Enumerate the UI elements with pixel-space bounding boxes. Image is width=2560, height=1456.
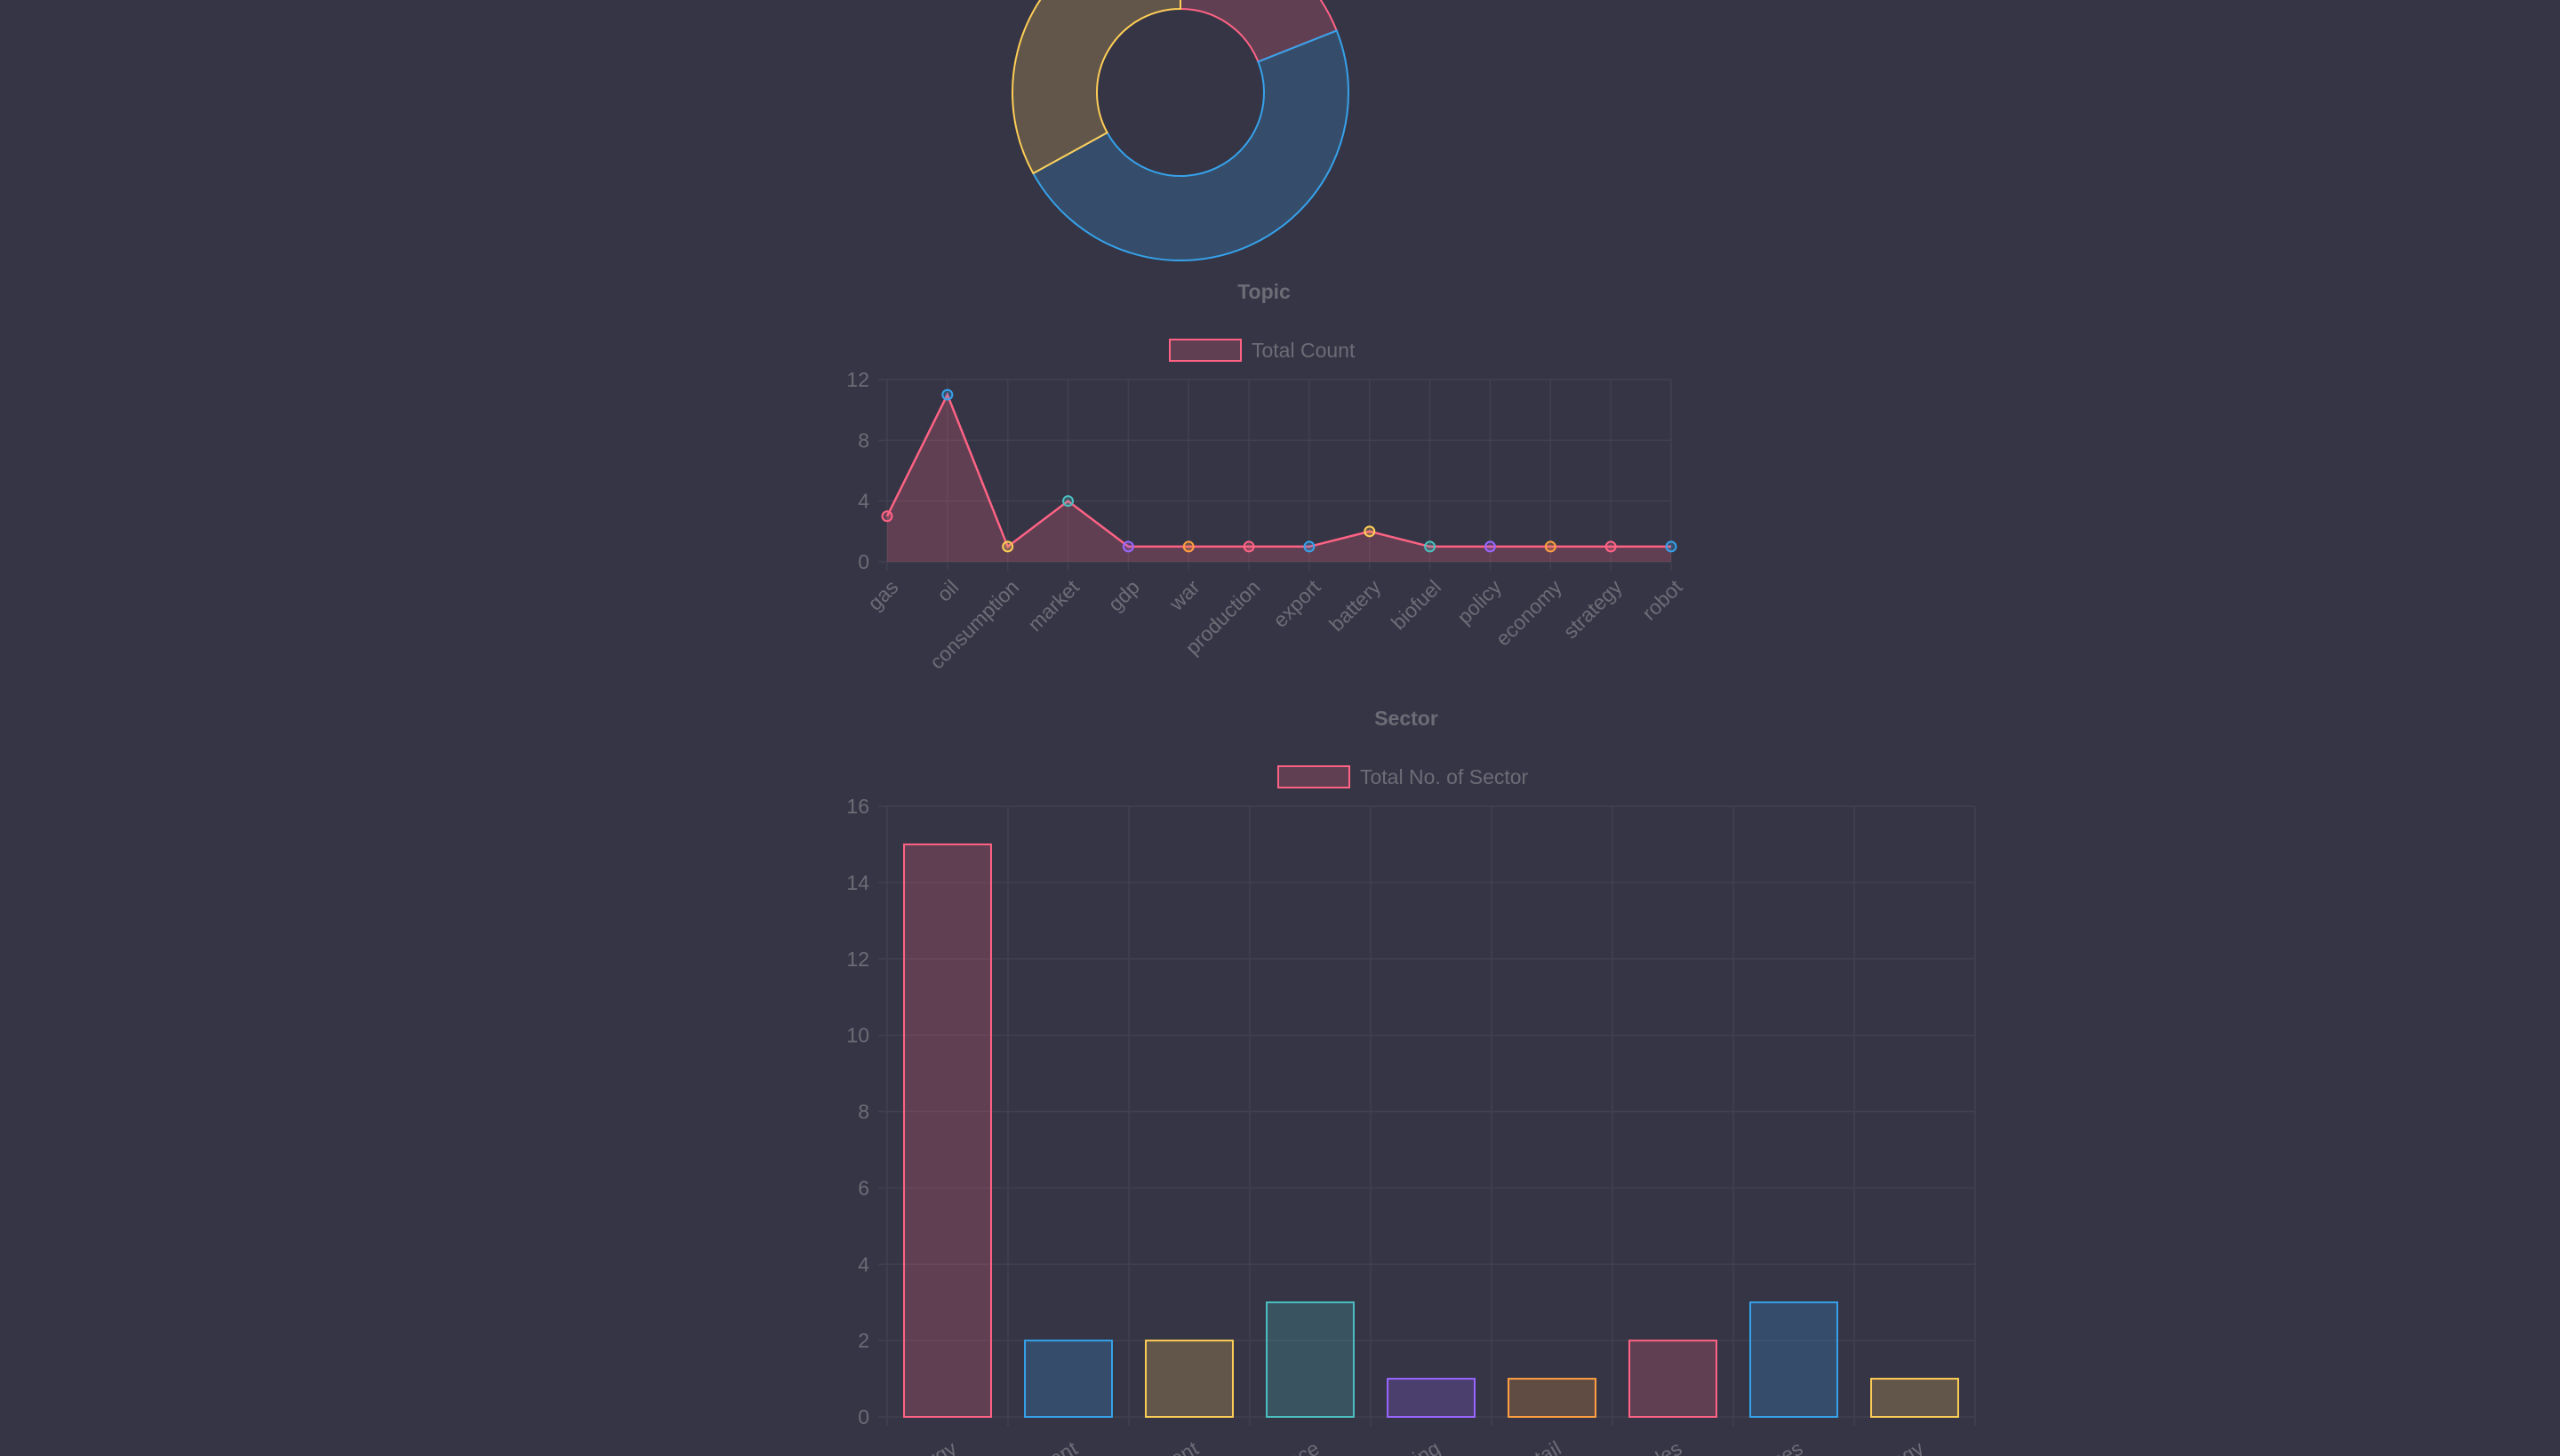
x-tick-label: war: [1164, 575, 1204, 616]
data-point[interactable]: [1544, 540, 1556, 553]
doughnut-slice[interactable]: [1012, 0, 1181, 175]
y-tick-label: 0: [858, 1405, 869, 1428]
y-tick-label: 12: [846, 368, 869, 391]
x-tick-label: ent: [1166, 1436, 1203, 1456]
series-line: [885, 392, 1671, 548]
bar[interactable]: [1266, 1301, 1355, 1418]
bar[interactable]: [1024, 1340, 1113, 1418]
bar[interactable]: [1145, 1340, 1234, 1418]
x-tick-label: economy: [1491, 575, 1566, 651]
data-point[interactable]: [1243, 540, 1255, 553]
doughnut-slice[interactable]: [1032, 29, 1349, 261]
data-point[interactable]: [1182, 540, 1195, 553]
doughnut-slice[interactable]: [1180, 0, 1339, 63]
y-tick-label: 12: [846, 948, 869, 971]
legend-swatch: [1169, 339, 1242, 362]
y-tick-label: 8: [858, 428, 869, 452]
legend-swatch: [1277, 765, 1350, 788]
x-tick-label: strategy: [1558, 575, 1627, 644]
data-point[interactable]: [941, 388, 954, 401]
x-tick-label: ing: [1409, 1436, 1444, 1456]
series-area: [887, 395, 1671, 562]
bar[interactable]: [1628, 1340, 1717, 1418]
y-tick-label: 4: [858, 490, 869, 513]
sector-legend[interactable]: Total No. of Sector: [1277, 765, 1529, 788]
legend-label: Total Count: [1252, 339, 1356, 362]
x-tick-label: battery: [1324, 575, 1385, 636]
bar[interactable]: [1870, 1378, 1959, 1418]
y-tick-label: 8: [858, 1100, 869, 1124]
bar[interactable]: [903, 843, 992, 1418]
x-tick-label: gdp: [1103, 575, 1144, 616]
data-point[interactable]: [1062, 495, 1075, 508]
y-tick-label: 16: [846, 795, 869, 818]
x-tick-label: cles: [1643, 1436, 1685, 1456]
data-point[interactable]: [1122, 540, 1134, 553]
data-point[interactable]: [1665, 540, 1677, 553]
y-tick-label: 4: [858, 1252, 869, 1276]
x-tick-label: robot: [1637, 575, 1687, 625]
sector-plot-area: 0 2 4 6 8 10 12 14 16 rgy ent ent ace ing tail cles ces o…: [846, 795, 1976, 1456]
x-tick-label: oil: [932, 575, 964, 606]
bar[interactable]: [1749, 1301, 1838, 1418]
topic-chart-title: Topic: [1237, 280, 1291, 303]
sector-chart-title: Sector: [1374, 707, 1438, 730]
x-tick-label: market: [1023, 575, 1084, 636]
sector-bar-chart: Sector Total No. of Sector 0 2 4 6 8 10 12 14 16…: [846, 707, 1976, 1456]
bar[interactable]: [1387, 1378, 1476, 1418]
topic-doughnut-chart: [1012, 0, 1349, 261]
y-tick-label: 2: [858, 1329, 869, 1352]
x-tick-label: rgy: [924, 1436, 961, 1456]
data-point[interactable]: [881, 510, 893, 523]
bar[interactable]: [1508, 1378, 1596, 1418]
data-point[interactable]: [1484, 540, 1496, 553]
x-tick-label: ace: [1283, 1436, 1323, 1456]
y-tick-label: 10: [846, 1024, 869, 1047]
data-point[interactable]: [1604, 540, 1617, 553]
x-tick-label: export: [1268, 575, 1325, 632]
data-point[interactable]: [1002, 540, 1014, 553]
x-tick-label: ces: [1767, 1436, 1806, 1456]
data-point[interactable]: [1424, 540, 1436, 553]
y-tick-label: 0: [858, 550, 869, 573]
y-tick-label: 14: [846, 871, 869, 894]
x-tick-label: ogy: [1887, 1436, 1928, 1456]
x-tick-label: tail: [1531, 1436, 1564, 1456]
data-point[interactable]: [1303, 540, 1316, 553]
x-tick-label: policy: [1452, 575, 1506, 628]
y-tick-label: 6: [858, 1176, 869, 1199]
legend-label: Total No. of Sector: [1360, 765, 1529, 788]
x-tick-label: gas: [863, 575, 903, 615]
data-point[interactable]: [1364, 525, 1376, 538]
x-tick-label: ent: [1045, 1436, 1082, 1456]
topic-legend[interactable]: Total Count: [1169, 339, 1356, 362]
x-tick-label: biofuel: [1387, 575, 1445, 634]
